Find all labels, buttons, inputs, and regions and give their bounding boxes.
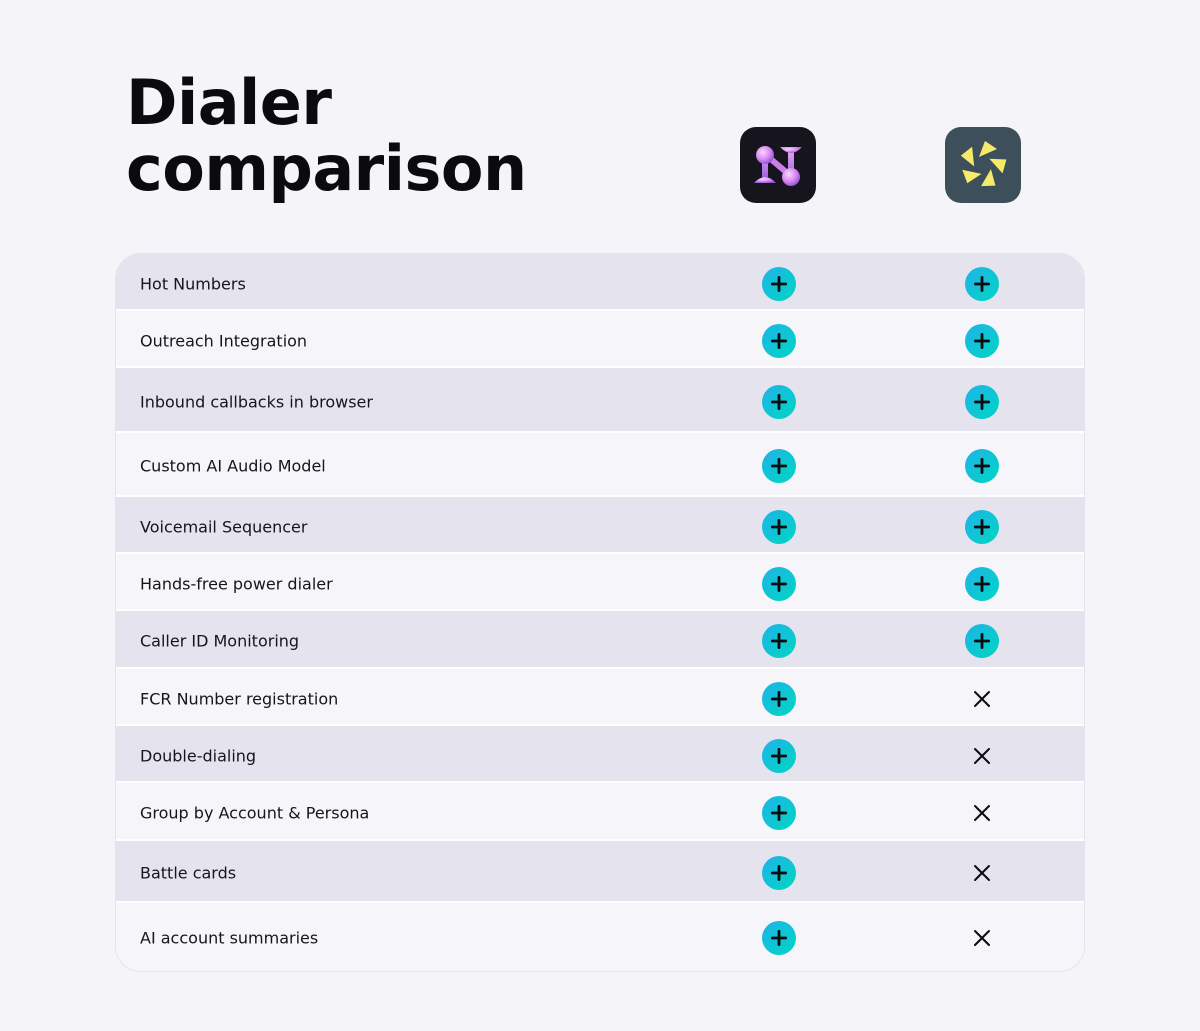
cross-icon bbox=[965, 796, 999, 830]
row-divider bbox=[116, 724, 1084, 726]
table-row: FCR Number registration bbox=[116, 669, 1084, 726]
check-plus-icon bbox=[762, 266, 796, 301]
feature-label: Voicemail Sequencer bbox=[140, 517, 308, 536]
table-row: Outreach Integration bbox=[116, 311, 1084, 368]
check-plus-icon bbox=[965, 266, 999, 301]
row-divider bbox=[116, 552, 1084, 554]
row-divider bbox=[116, 667, 1084, 669]
table-row: Voicemail Sequencer bbox=[116, 497, 1084, 554]
cross-icon bbox=[965, 739, 999, 773]
feature-label: Group by Account & Persona bbox=[140, 803, 370, 823]
row-divider bbox=[116, 366, 1084, 368]
feature-label: Inbound callbacks in browser bbox=[140, 392, 373, 411]
row-divider bbox=[116, 839, 1084, 841]
page-title: Dialer comparison bbox=[126, 70, 527, 202]
row-divider bbox=[116, 309, 1084, 311]
table-row: Custom AI Audio Model bbox=[116, 433, 1084, 497]
cross-icon bbox=[965, 682, 999, 716]
feature-label: Battle cards bbox=[140, 863, 237, 883]
table-row: Group by Account & Persona bbox=[116, 783, 1084, 841]
page-title-line-2: comparison bbox=[126, 132, 527, 205]
feature-label: AI account summaries bbox=[140, 928, 319, 948]
table-row: Hot Numbers bbox=[116, 254, 1084, 311]
feature-label: Double-dialing bbox=[140, 746, 257, 765]
nooks-logo-icon bbox=[740, 127, 816, 203]
table-row: Hands-free power dialer bbox=[116, 554, 1084, 611]
row-divider bbox=[116, 781, 1084, 783]
check-plus-icon bbox=[965, 384, 999, 419]
check-plus-icon bbox=[762, 566, 796, 601]
check-plus-icon bbox=[762, 738, 796, 773]
check-plus-icon bbox=[762, 921, 796, 955]
check-plus-icon bbox=[762, 449, 796, 483]
feature-label: FCR Number registration bbox=[140, 689, 339, 708]
row-divider bbox=[116, 901, 1084, 903]
feature-label: Custom AI Audio Model bbox=[140, 456, 326, 476]
table-row: Battle cards bbox=[116, 841, 1084, 903]
check-plus-icon bbox=[965, 566, 999, 601]
feature-label: Hands-free power dialer bbox=[140, 574, 333, 593]
row-divider bbox=[116, 495, 1084, 497]
check-plus-icon bbox=[762, 856, 796, 890]
table-row: AI account summaries bbox=[116, 903, 1084, 971]
table-row: Inbound callbacks in browser bbox=[116, 368, 1084, 433]
cross-icon bbox=[965, 921, 999, 955]
check-plus-icon bbox=[762, 384, 796, 419]
feature-label: Caller ID Monitoring bbox=[140, 631, 300, 651]
feature-label: Hot Numbers bbox=[140, 274, 246, 293]
comparison-table: Hot Numbers Outreach Integration bbox=[115, 253, 1085, 972]
row-divider bbox=[116, 431, 1084, 433]
page-title-line-1: Dialer bbox=[126, 66, 332, 139]
check-plus-icon bbox=[965, 323, 999, 358]
check-plus-icon bbox=[762, 681, 796, 716]
check-plus-icon bbox=[965, 509, 999, 544]
check-plus-icon bbox=[762, 624, 796, 658]
check-plus-icon bbox=[762, 323, 796, 358]
cross-icon bbox=[965, 856, 999, 890]
table-row: Double-dialing bbox=[116, 726, 1084, 783]
pinwheel-logo-icon bbox=[945, 127, 1021, 203]
feature-label: Outreach Integration bbox=[140, 331, 308, 350]
table-row: Caller ID Monitoring bbox=[116, 611, 1084, 669]
check-plus-icon bbox=[965, 624, 999, 658]
check-plus-icon bbox=[762, 796, 796, 830]
row-divider bbox=[116, 609, 1084, 611]
check-plus-icon bbox=[965, 449, 999, 483]
check-plus-icon bbox=[762, 509, 796, 544]
